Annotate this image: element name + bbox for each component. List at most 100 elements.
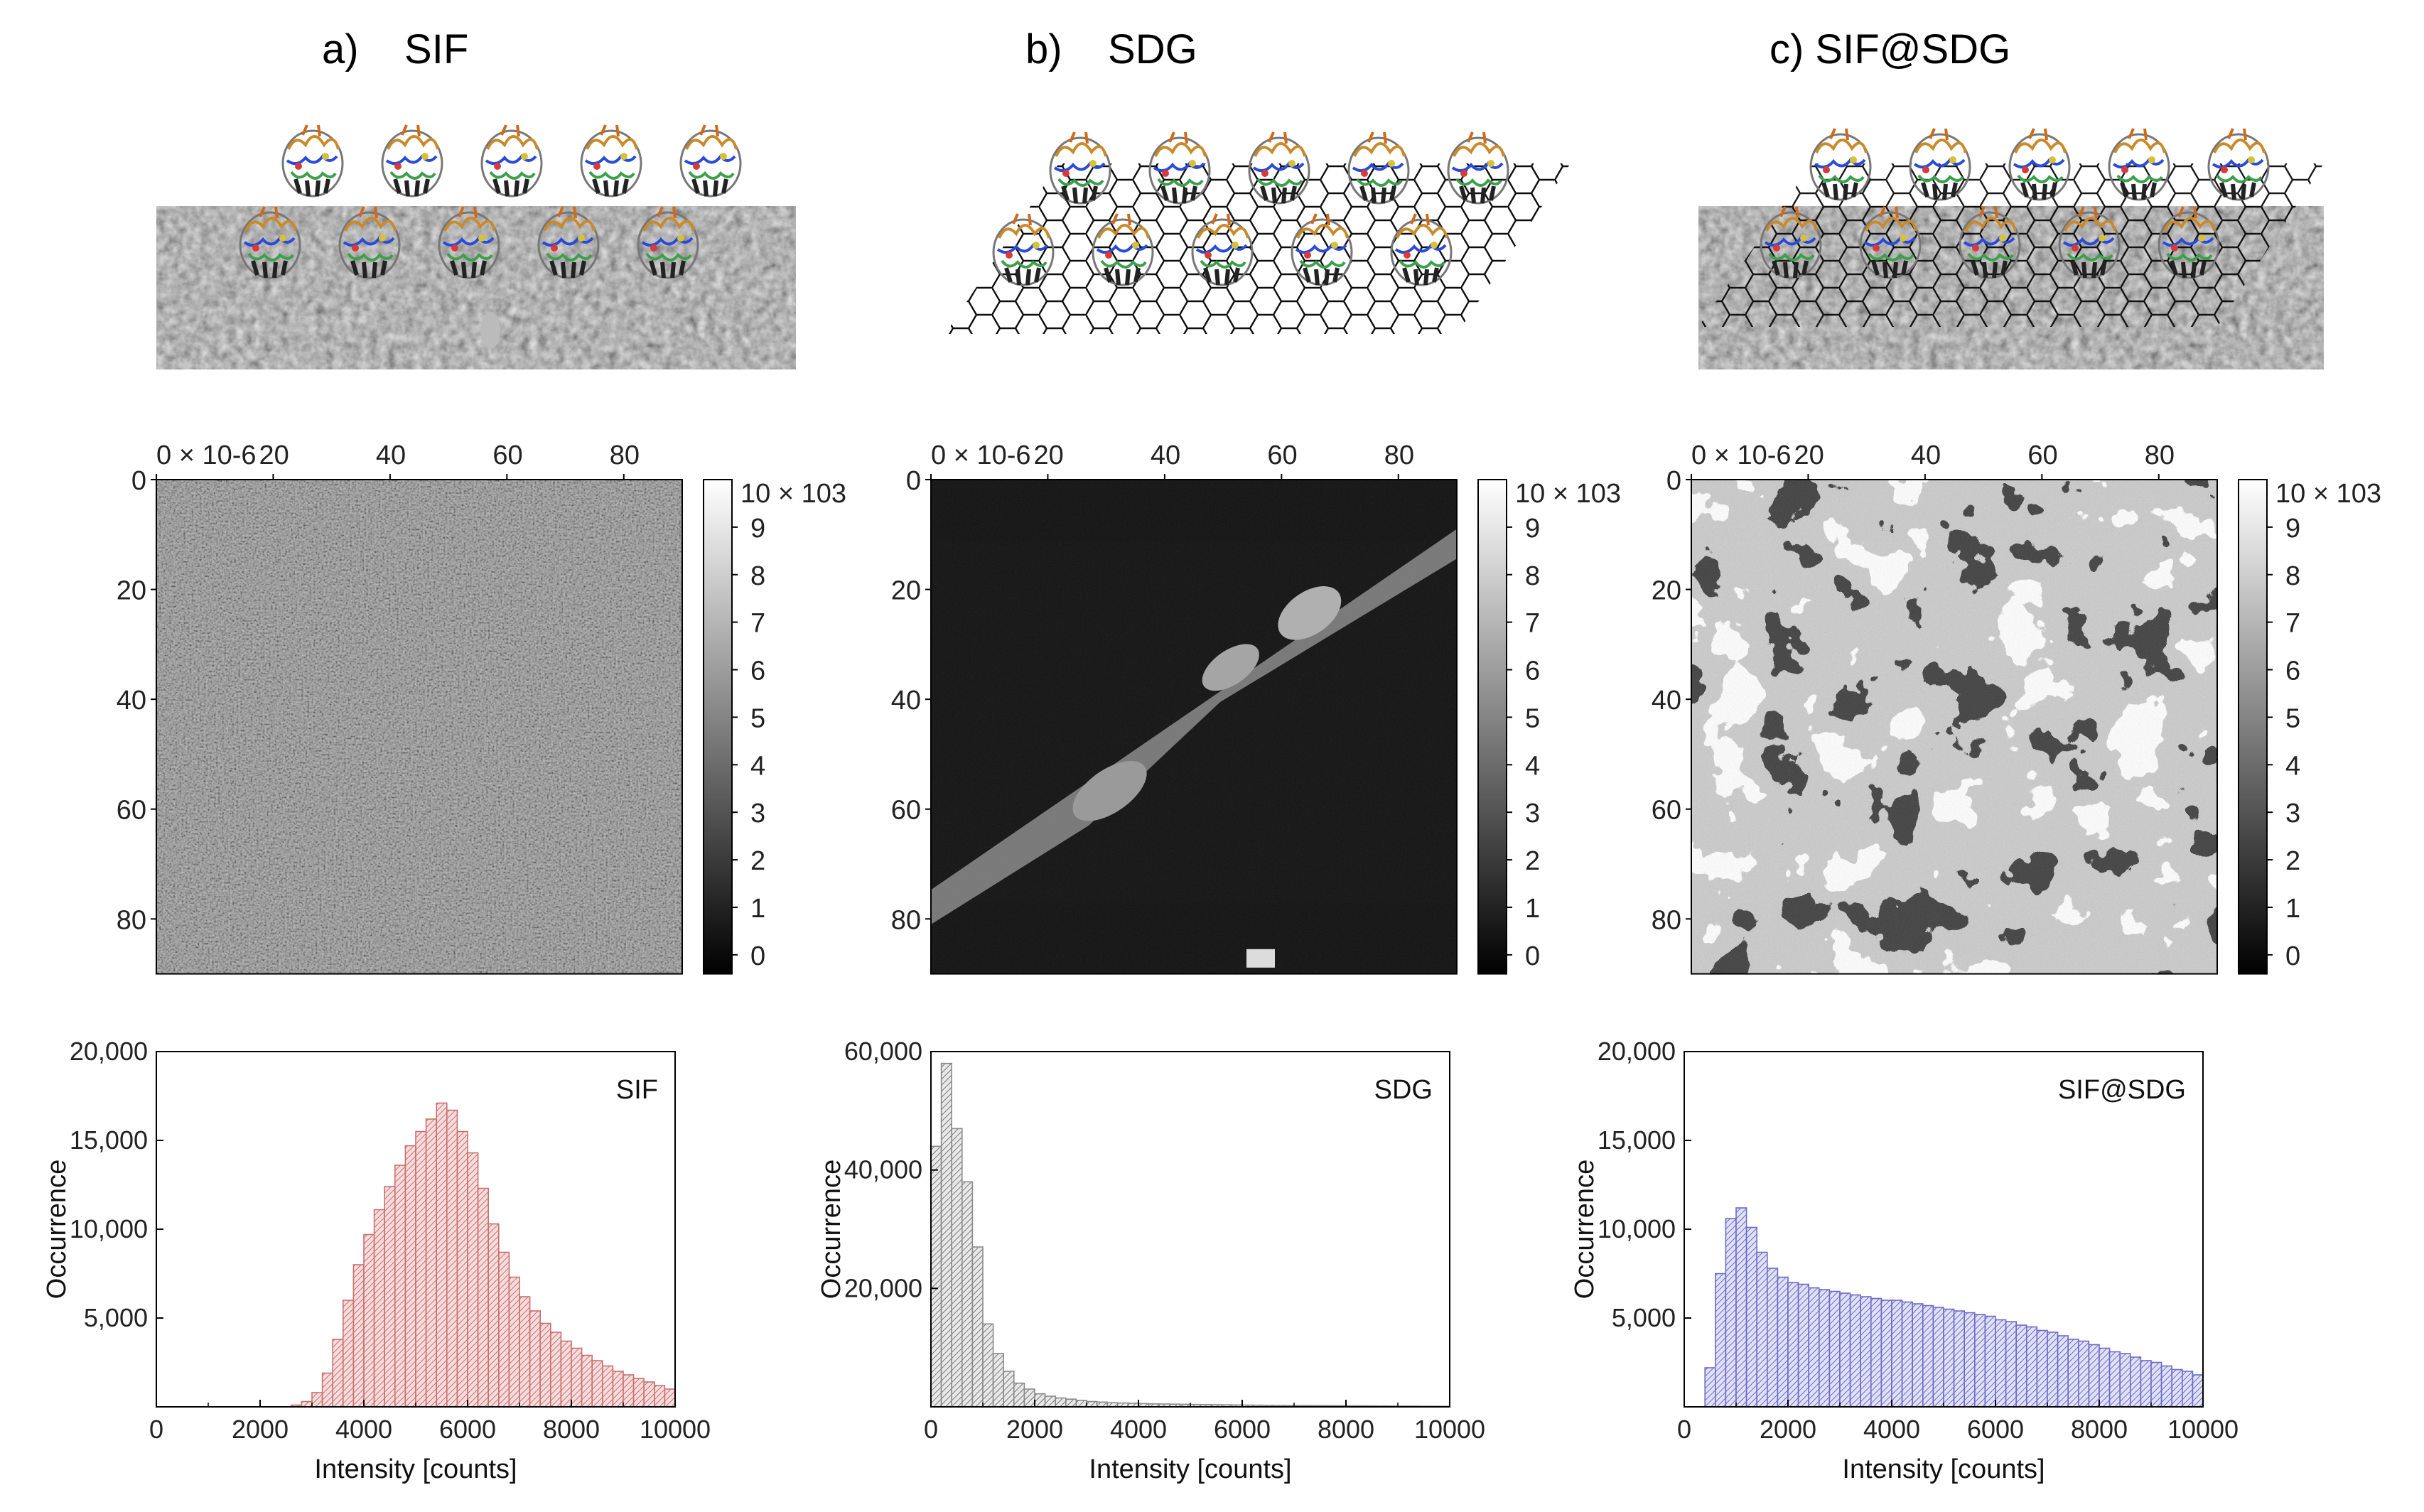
histogram-bar [1880,1300,1892,1408]
histogram-b: 0 2000 4000 6000 8000 10000 20,000 40,000 60,000… [817,1037,1485,1484]
image-y-tick: 0 [906,466,921,496]
image-x-tick: 60 [2027,441,2057,470]
x-tick-label: 10000 [2167,1415,2239,1444]
colorbar-tick: 1 [750,894,765,924]
y-axis-label: Occurrence [817,1160,846,1299]
y-tick-label: 10,000 [1598,1214,1676,1243]
image-y-tick: 40 [117,686,146,716]
x-tick-label: 6000 [1967,1415,2024,1444]
colorbar-tick: 7 [1525,609,1540,639]
histogram-bar [384,1186,396,1408]
histogram-bar [2036,1329,2048,1408]
image-y-tick: 40 [891,686,921,716]
histogram-c: 0 2000 4000 6000 8000 10000 5,000 10,000 15,000 2… [1570,1037,2239,1484]
colorbar-tick: 9 [750,514,765,544]
colorbar-top-label: 10 × 103 [740,479,846,509]
histogram-bar [404,1145,416,1408]
image-frame [930,479,1458,975]
colorbar-tick: 0 [2285,941,2300,971]
x-tick-label: 2000 [1760,1415,1816,1444]
image-y-tick: 80 [1652,905,1681,935]
histogram-bar [415,1130,427,1408]
histogram-bar [1725,1218,1737,1408]
histogram-bar [2129,1356,2142,1408]
image-y-tick: 60 [891,796,921,826]
image-frame [1691,479,2218,975]
colorbar-tick: 9 [1525,514,1540,544]
histogram-bar [1766,1268,1779,1408]
histogram-bar [1932,1307,1944,1408]
y-tick-label: 60,000 [844,1037,922,1066]
histogram-bar [519,1296,531,1408]
colorbar-tick: 6 [750,657,765,686]
image-x-tick: 20 [259,441,289,470]
colorbar-tick: 5 [750,703,765,733]
image-x-tick: 0 × 10-6 [931,441,1031,470]
y-tick-label: 40,000 [844,1155,922,1184]
colorbar-tick: 5 [2285,703,2300,733]
histogram-bar [508,1276,520,1408]
histogram-bar [2047,1332,2059,1408]
histogram-bar [1075,1400,1087,1408]
histogram-bar [1828,1290,1841,1408]
colorbar-tick: 6 [1525,657,1540,686]
histogram-bar [1797,1283,1810,1408]
image-x-tick: 80 [2145,441,2175,470]
panel-a-title: a) SIF [322,26,469,72]
image-x-tick: 0 × 10-6 [156,441,257,470]
histogram-bar [1922,1305,1934,1408]
histogram-bar [332,1339,344,1408]
y-tick-label: 20,000 [844,1273,922,1302]
histogram-bar [1777,1276,1789,1408]
histogram-bar [1003,1371,1015,1408]
histogram-legend: SIF [616,1075,658,1105]
image-frame [156,479,683,975]
image-content [156,480,682,974]
histogram-bar [601,1365,614,1408]
histogram-bar [1984,1315,1996,1408]
x-tick-label: 2000 [1006,1415,1063,1444]
histogram-bar [1034,1393,1046,1408]
colorbar-tick: 1 [2285,894,2300,924]
colorbar-tick: 4 [750,751,765,781]
x-axis-label: Intensity [counts] [314,1454,517,1484]
colorbar [1477,479,1507,975]
histogram-bar [971,1246,984,1408]
histogram-bar [2015,1324,2027,1408]
histogram-bar [1745,1226,1758,1408]
histogram-bar [352,1264,365,1408]
colorbar-tick: 7 [2285,609,2300,639]
histogram-bar [363,1233,375,1408]
histogram-bar [477,1187,489,1408]
histogram-bar [560,1340,572,1408]
histogram-bar [488,1223,500,1408]
colorbar-tick: 4 [1525,751,1540,781]
histogram-bar [2181,1371,2194,1408]
colorbar-top-label: 10 × 103 [1515,479,1621,509]
image-x-tick: 20 [1033,441,1063,470]
histogram-bar [1891,1300,1903,1408]
histogram-bar [1818,1289,1831,1408]
image-y-tick: 60 [117,796,146,826]
histogram-bar [1808,1287,1820,1408]
histogram-bar [2025,1326,2038,1408]
y-tick-label: 20,000 [1598,1037,1676,1066]
histogram-bar [2067,1339,2079,1408]
image-y-tick: 0 [131,466,146,496]
x-tick-label: 0 [1677,1415,1691,1444]
histogram-bar [539,1322,551,1408]
histogram-bar [961,1181,974,1408]
x-tick-label: 8000 [2071,1415,2128,1444]
colorbar-tick: 3 [2285,799,2300,828]
image-y-tick: 20 [1652,576,1681,606]
x-tick-label: 8000 [543,1415,600,1444]
histogram-bar [1044,1395,1057,1408]
histogram-bar [467,1152,479,1408]
colorbar-top-label: 10 × 103 [2275,479,2381,509]
panel-c-title: c) SIF@SDG [1769,26,2011,72]
image-y-tick: 40 [1652,686,1681,716]
histogram-bar [612,1371,624,1408]
histogram-bar [321,1372,334,1408]
